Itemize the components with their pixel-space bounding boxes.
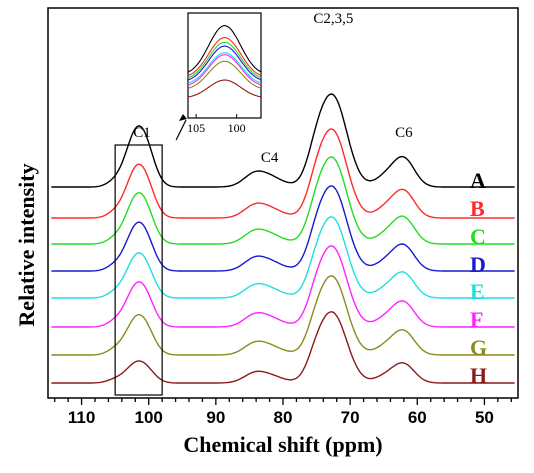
inset-line-E <box>187 52 262 84</box>
inset-frame <box>187 12 262 119</box>
series-label-G: G <box>470 335 487 360</box>
arrow-line <box>175 119 187 141</box>
inset-line-A <box>187 25 262 73</box>
series-line-F <box>51 245 515 328</box>
peak-label: C1 <box>133 125 151 141</box>
c1-region-box <box>114 144 163 396</box>
inset-tick-label: 105 <box>187 121 205 135</box>
series-label-C: C <box>470 224 486 249</box>
x-tick-label: 80 <box>274 408 293 427</box>
inset-line-D <box>187 45 262 81</box>
inset-arrow <box>175 114 187 141</box>
series-line-D <box>51 185 515 272</box>
inset-plot: 105 100 <box>187 12 262 135</box>
series-label-F: F <box>470 307 483 332</box>
peak-label: C2,3,5 <box>313 11 353 27</box>
series-line-E <box>51 216 515 299</box>
inset-line-H <box>187 79 262 98</box>
y-axis-title: Relative intensity <box>14 163 39 326</box>
arrow-head <box>179 114 187 121</box>
peak-label: C6 <box>395 125 413 141</box>
series-line-A <box>51 93 515 188</box>
series-label-D: D <box>470 252 486 277</box>
peak-label: C4 <box>261 150 279 166</box>
series-line-B <box>51 128 515 219</box>
series-line-G <box>51 275 515 356</box>
series-label-E: E <box>470 279 485 304</box>
inset-line-C <box>187 41 262 79</box>
series-label-H: H <box>470 363 487 388</box>
inset-line-B <box>187 37 262 77</box>
inset-line-F <box>187 54 262 86</box>
series-label-A: A <box>470 168 486 193</box>
peak-labels: C1 C4 C2,3,5 C6 <box>133 11 413 166</box>
x-tick-label: 50 <box>475 408 494 427</box>
series-line-H <box>51 311 515 384</box>
inset-line-G <box>187 60 262 89</box>
series-label-B: B <box>470 196 485 221</box>
series-line-C <box>51 156 515 245</box>
x-tick-label: 90 <box>206 408 225 427</box>
inset-tick-label: 100 <box>228 121 246 135</box>
x-tick-label: 70 <box>341 408 360 427</box>
series-curves <box>51 93 515 384</box>
x-axis-title: Chemical shift (ppm) <box>183 432 382 457</box>
x-tick-label: 100 <box>135 408 163 427</box>
x-axis-ticks: 110 100 90 80 70 60 50 <box>54 398 512 427</box>
x-tick-label: 110 <box>68 408 95 427</box>
x-tick-label: 60 <box>408 408 427 427</box>
